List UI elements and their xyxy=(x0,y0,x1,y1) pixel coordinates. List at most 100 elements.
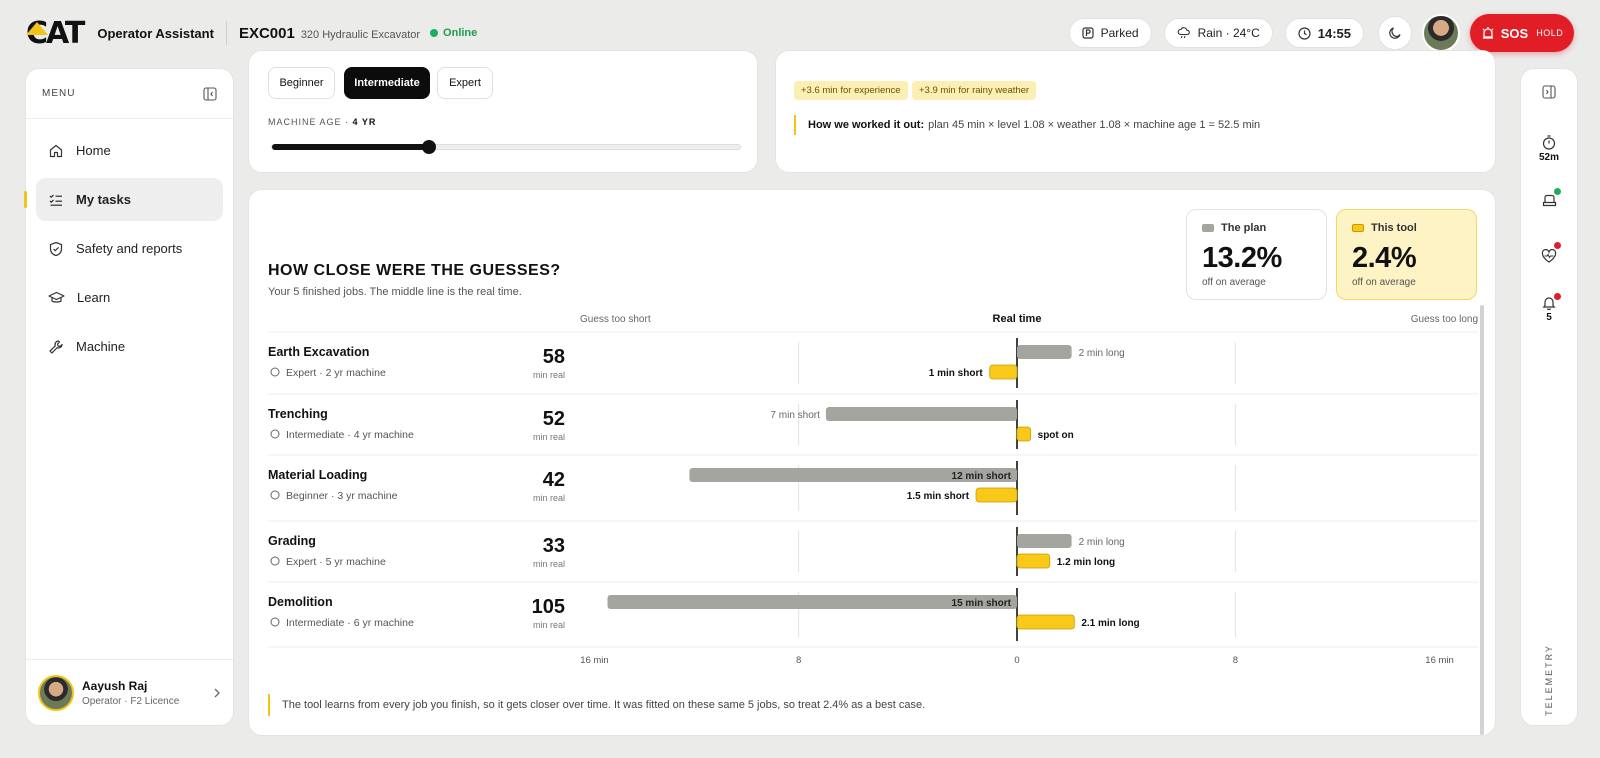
job-name: Material Loading xyxy=(268,468,367,482)
sidebar-item-my-tasks[interactable]: My tasks xyxy=(24,178,223,221)
chevron-right-icon xyxy=(214,688,220,697)
app-title: Operator Assistant xyxy=(97,25,214,41)
parking-icon xyxy=(1081,27,1094,39)
sidebar-item-label: Machine xyxy=(76,339,126,354)
rail-health[interactable] xyxy=(1521,242,1577,263)
real-time-value: 105 xyxy=(532,596,565,618)
machine-age-slider[interactable] xyxy=(271,140,741,154)
tasks-icon xyxy=(49,194,62,206)
slider-fill xyxy=(272,144,429,150)
sidebar-item-home[interactable]: Home xyxy=(36,129,223,172)
plan-accuracy-stat: The plan 13.2% off on average xyxy=(1186,209,1327,300)
real-time-unit: min real xyxy=(533,432,565,442)
tool-bar xyxy=(1016,614,1075,630)
plan-bar-label: 12 min short xyxy=(952,471,1012,482)
rail-notifications[interactable]: 5 xyxy=(1521,293,1577,323)
real-time-value: 52 xyxy=(543,408,565,430)
dark-mode-toggle[interactable] xyxy=(1378,16,1412,50)
x-tick-label: 16 min xyxy=(1425,655,1454,666)
job-meta: Beginner · 3 yr machine xyxy=(286,490,398,502)
online-status-dot xyxy=(430,29,439,37)
level-option-beginner[interactable]: Beginner xyxy=(268,67,335,99)
health-alert-dot xyxy=(1554,242,1561,249)
plan-bar-label: 2 min long xyxy=(1079,348,1125,359)
home-icon xyxy=(49,144,63,157)
tool-bar-label: 1.2 min long xyxy=(1057,557,1115,568)
explanation-note: The tool learns from every job you finis… xyxy=(268,694,925,716)
clock-time: 14:55 xyxy=(1317,25,1351,41)
weather-pill[interactable]: Rain · 24°C xyxy=(1163,18,1273,48)
tool-bar-label: 1.5 min short xyxy=(907,491,970,502)
adjustment-chip-experience: +3.6 min for experience xyxy=(794,81,908,100)
collapse-sidebar-icon[interactable] xyxy=(203,86,217,101)
tool-stat-value: 2.4% xyxy=(1352,242,1417,274)
job-meta: Intermediate · 4 yr machine xyxy=(286,429,414,441)
sos-hold-label: HOLD xyxy=(1536,28,1564,38)
sidebar-item-label: Safety and reports xyxy=(76,241,183,256)
cat-logo: CAT xyxy=(26,16,85,51)
axis-center-label: Real time xyxy=(993,313,1042,325)
rain-cloud-icon xyxy=(270,429,280,439)
guess-accuracy-card: HOW CLOSE WERE THE GUESSES? Your 5 finis… xyxy=(248,189,1496,736)
plan-stat-value: 13.2% xyxy=(1202,242,1282,274)
rail-timer[interactable]: 52m xyxy=(1521,135,1577,163)
job-meta: Intermediate · 6 yr machine xyxy=(286,617,414,629)
seat-status-dot xyxy=(1554,188,1561,195)
plan-bar xyxy=(1017,345,1072,359)
siren-icon xyxy=(1482,27,1494,39)
notification-count: 5 xyxy=(1546,312,1552,323)
logo-triangle xyxy=(26,22,48,35)
tool-bar xyxy=(989,364,1018,380)
plan-bar-label: 2 min long xyxy=(1079,537,1125,548)
plan-bar-label: 15 min short xyxy=(952,598,1012,609)
sidebar-item-machine[interactable]: Machine xyxy=(36,325,223,368)
machine-age-value: 4 YR xyxy=(352,117,377,127)
x-tick-label: 16 min xyxy=(580,655,609,666)
rail-timer-value: 52m xyxy=(1538,152,1559,163)
machine-id: EXC001 xyxy=(238,24,295,42)
plan-bar xyxy=(607,595,1017,609)
sun-icon xyxy=(270,367,280,377)
job-name: Earth Excavation xyxy=(268,345,369,359)
x-tick-label: 0 xyxy=(1014,655,1019,666)
level-option-expert[interactable]: Expert xyxy=(437,67,493,99)
expand-panel-icon xyxy=(1542,85,1556,99)
axis-left-label: Guess too short xyxy=(580,314,651,325)
worked-out-label: How we worked it out: xyxy=(808,119,925,131)
sidebar-item-safety[interactable]: Safety and reports xyxy=(36,227,223,270)
job-meta: Expert · 5 yr machine xyxy=(286,556,386,568)
top-bar: CAT Operator Assistant EXC001 320 Hydrau… xyxy=(0,0,1600,66)
menu-label: MENU xyxy=(42,88,76,99)
estimate-inputs-card: Beginner Intermediate Expert MACHINE AGE… xyxy=(248,50,758,173)
wrench-icon xyxy=(49,339,63,354)
plan-bar-label: 7 min short xyxy=(770,410,820,421)
online-status: Online xyxy=(443,27,478,39)
sidebar-item-learn[interactable]: Learn xyxy=(36,276,223,319)
sidebar: MENU Home My tasks Safety and reports Le… xyxy=(24,68,234,726)
sidebar-item-label: Learn xyxy=(77,290,111,305)
moon-icon xyxy=(1389,27,1401,39)
sos-button[interactable]: SOS HOLD xyxy=(1470,14,1574,52)
sidebar-item-label: Home xyxy=(76,143,111,158)
job-name: Demolition xyxy=(268,595,333,609)
clock-pill[interactable]: 14:55 xyxy=(1284,18,1364,48)
expand-rail-button[interactable] xyxy=(1521,85,1577,99)
plan-stat-sub: off on average xyxy=(1202,277,1266,288)
axis-right-label: Guess too long xyxy=(1411,314,1478,325)
plan-stat-label: The plan xyxy=(1221,222,1267,234)
user-card[interactable]: Aayush Raj Operator · F2 Licence xyxy=(26,659,233,725)
weather-label: Rain · 24°C xyxy=(1197,26,1260,40)
adjustment-chip-weather: +3.9 min for rainy weather xyxy=(912,81,1037,100)
tool-swatch xyxy=(1352,224,1364,232)
parked-status-pill[interactable]: Parked xyxy=(1068,18,1152,48)
header-avatar[interactable] xyxy=(1422,14,1460,52)
slider-handle[interactable] xyxy=(421,140,436,154)
divider xyxy=(225,21,227,45)
level-option-intermediate[interactable]: Intermediate xyxy=(344,67,430,99)
real-time-unit: min real xyxy=(533,620,565,630)
telemetry-label: TELEMETRY xyxy=(1544,644,1554,716)
rail-seat[interactable] xyxy=(1521,188,1577,208)
main-scrollbar[interactable] xyxy=(1480,305,1484,735)
telemetry-rail: 52m 5 TELEMETRY xyxy=(1520,68,1578,726)
shield-icon xyxy=(49,241,63,256)
